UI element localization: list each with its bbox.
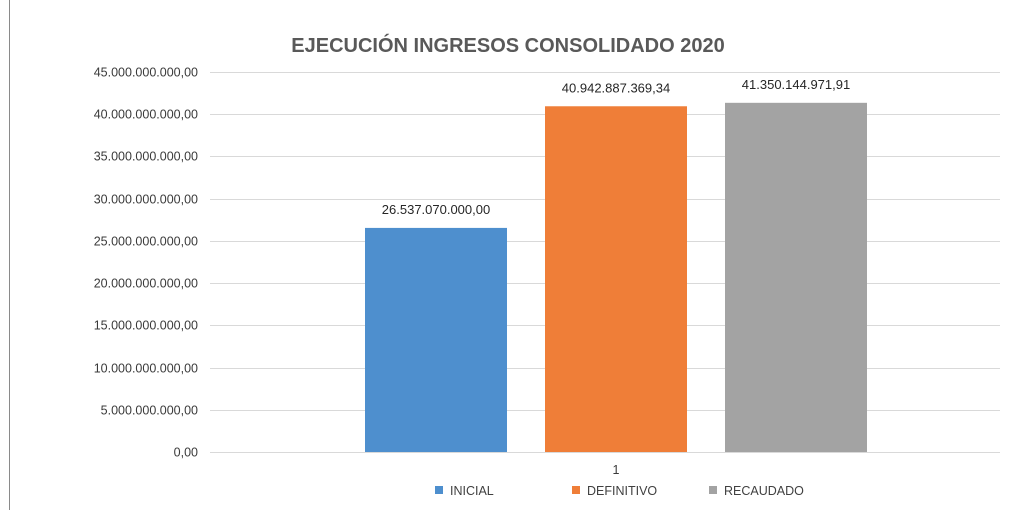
legend-swatch-recaudado (709, 486, 717, 494)
y-tick-label: 25.000.000.000,00 (94, 235, 198, 249)
y-tick-label: 20.000.000.000,00 (94, 277, 198, 291)
y-tick-label: 15.000.000.000,00 (94, 319, 198, 333)
bars (365, 102, 867, 453)
legend-swatch-inicial (435, 486, 443, 494)
data-labels: 26.537.070.000,00 40.942.887.369,34 41.350… (382, 77, 850, 217)
y-tick-label: 30.000.000.000,00 (94, 193, 198, 207)
bar-definitivo (545, 106, 687, 452)
legend-swatch-definitivo (572, 486, 580, 494)
x-tick-label: 1 (613, 463, 620, 477)
y-tick-label: 45.000.000.000,00 (94, 66, 198, 80)
y-tick-label: 40.000.000.000,00 (94, 108, 198, 122)
x-axis-ticks: 1 (613, 463, 620, 477)
left-border-line (9, 0, 10, 510)
legend: INICIAL DEFINITIVO RECAUDADO (435, 484, 804, 498)
y-tick-label: 0,00 (174, 446, 198, 460)
data-label-recaudado: 41.350.144.971,91 (742, 77, 850, 92)
chart-title: EJECUCIÓN INGRESOS CONSOLIDADO 2020 (291, 33, 724, 57)
legend-label-definitivo: DEFINITIVO (587, 484, 657, 498)
y-axis-ticks: 0,00 5.000.000.000,00 10.000.000.000,00 15.… (94, 66, 198, 460)
gridlines (210, 72, 1000, 453)
y-tick-label: 35.000.000.000,00 (94, 150, 198, 164)
data-label-inicial: 26.537.070.000,00 (382, 202, 490, 217)
legend-label-inicial: INICIAL (450, 484, 494, 498)
y-tick-label: 5.000.000.000,00 (101, 404, 198, 418)
bar-inicial (365, 227, 507, 452)
legend-label-recaudado: RECAUDADO (724, 484, 804, 498)
bar-recaudado (725, 102, 867, 453)
y-tick-label: 10.000.000.000,00 (94, 362, 198, 376)
data-label-definitivo: 40.942.887.369,34 (562, 80, 670, 95)
